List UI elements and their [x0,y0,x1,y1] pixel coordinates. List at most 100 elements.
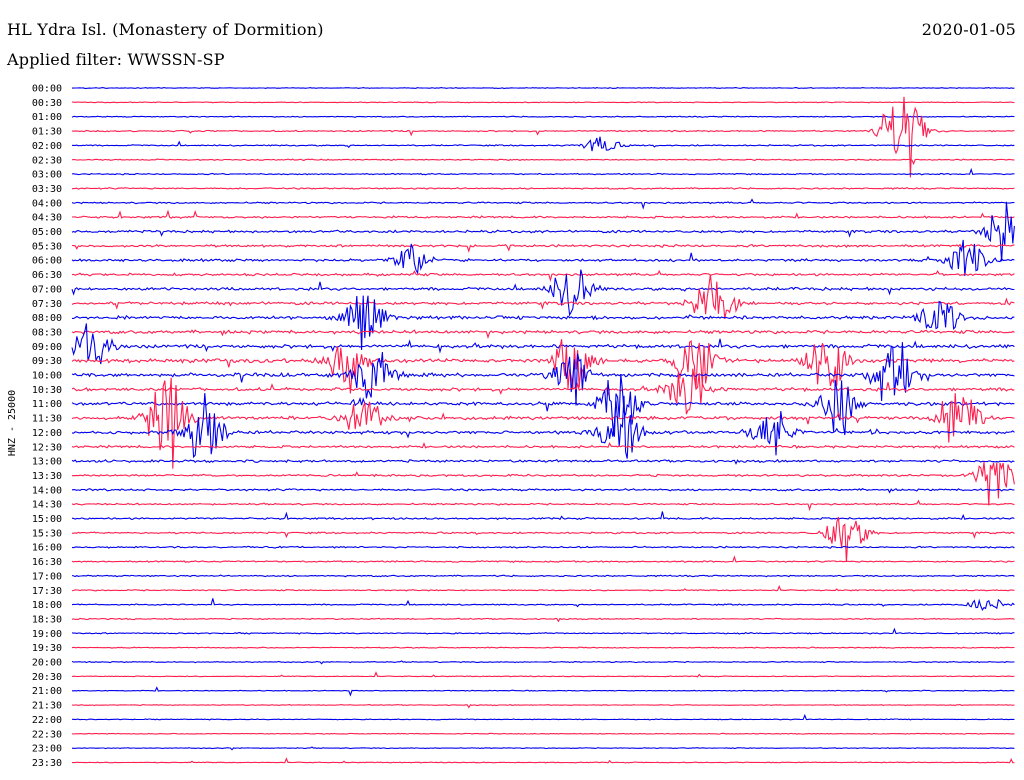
row-time-label: 05:00 [32,227,62,238]
trace-row [71,101,1015,104]
row-time-label: 14:30 [32,500,62,511]
trace-row [71,393,1015,459]
row-time-label: 05:30 [32,241,62,252]
trace-row [71,488,1015,494]
row-time-label: 15:30 [32,528,62,539]
row-time-label: 06:00 [32,256,62,267]
row-time-label: 00:30 [32,98,62,109]
row-time-label: 20:30 [32,672,62,683]
trace-row [71,339,1015,394]
row-time-label: 01:00 [32,112,62,123]
row-time-label: 20:00 [32,658,62,669]
row-time-label: 10:30 [32,385,62,396]
trace-row [71,323,1015,365]
row-time-label: 02:30 [32,155,62,166]
trace-row [71,757,1015,764]
row-time-label: 14:00 [32,485,62,496]
trace-row [71,96,1015,178]
trace-row [71,209,1015,219]
trace-row [71,187,1015,190]
date-label: 2020-01-05 [921,20,1016,39]
trace-row [71,269,1015,283]
row-time-label: 11:30 [32,414,62,425]
trace-row [71,732,1015,735]
trace-row [71,646,1015,649]
row-time-label: 13:00 [32,457,62,468]
row-time-label: 04:00 [32,198,62,209]
trace-row [71,198,1015,210]
row-time-label: 18:30 [32,614,62,625]
trace-row [71,671,1015,678]
row-time-label: 02:00 [32,141,62,152]
row-time-label: 22:30 [32,729,62,740]
trace-row [71,368,1015,415]
row-time-label: 08:00 [32,313,62,324]
trace-row [71,374,1015,437]
row-time-label: 04:30 [32,213,62,224]
row-time-label: 15:00 [32,514,62,525]
row-time-label: 01:30 [32,127,62,138]
trace-row [71,499,1015,512]
trace-row [71,598,1015,612]
row-time-label: 03:30 [32,184,62,195]
trace-row [71,441,1015,450]
trace-row [71,555,1015,563]
trace-row [71,158,1015,166]
row-time-label: 12:30 [32,442,62,453]
row-time-label: 11:00 [32,399,62,410]
trace-row [71,274,1015,320]
row-time-label: 21:30 [32,701,62,712]
trace-row [71,115,1015,118]
row-time-label: 12:00 [32,428,62,439]
row-time-label: 13:30 [32,471,62,482]
row-time-label: 22:00 [32,715,62,726]
trace-row [72,713,1015,721]
trace-row [71,295,1015,351]
row-time-label: 09:30 [32,356,62,367]
row-time-label: 10:00 [32,371,62,382]
trace-row [72,686,1015,697]
trace-row [71,239,1015,276]
row-time-label: 23:30 [32,758,62,769]
row-time-label: 17:30 [32,586,62,597]
trace-row [71,201,1015,262]
row-time-label: 19:00 [32,629,62,640]
trace-row [71,746,1015,751]
row-time-label: 17:00 [32,571,62,582]
trace-row [71,458,1015,465]
row-time-label: 07:30 [32,299,62,310]
row-time-label: 18:00 [32,600,62,611]
row-time-label: 21:00 [32,686,62,697]
row-time-label: 09:00 [32,342,62,353]
trace-row [71,269,1015,317]
row-time-label: 08:30 [32,327,62,338]
row-time-label: 19:30 [32,643,62,654]
trace-row [71,329,1015,340]
trace-row [71,660,1015,665]
station-title: HL Ydra Isl. (Monastery of Dormition) [7,20,324,39]
row-time-label: 16:00 [32,543,62,554]
trace-row [71,704,1015,709]
trace-row [71,136,1015,152]
trace-row [71,461,1015,506]
trace-row [71,167,1015,176]
row-time-label: 23:00 [32,744,62,755]
trace-row [71,342,1015,406]
trace-row [71,243,1015,253]
row-time-label: 03:00 [32,170,62,181]
channel-label: HNZ - 25000 [7,390,18,456]
row-time-label: 00:00 [32,84,62,95]
trace-row [71,545,1015,549]
row-time-label: 07:00 [32,284,62,295]
trace-row [71,511,1015,521]
trace-row [71,584,1015,592]
filter-label: Applied filter: WWSSN-SP [7,50,225,69]
trace-row [71,574,1015,578]
trace-row [71,377,1015,469]
trace-row [72,87,1015,90]
trace-row [71,617,1015,623]
trace-row [71,516,1015,563]
trace-row [71,627,1015,635]
